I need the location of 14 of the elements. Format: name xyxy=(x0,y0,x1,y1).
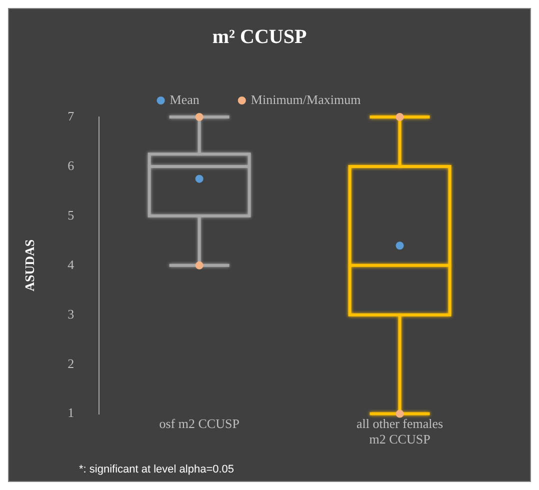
y-tick-label: 1 xyxy=(68,405,74,420)
y-tick-label: 7 xyxy=(68,108,75,124)
y-tick-label: 3 xyxy=(68,306,74,322)
y-tick-label: 6 xyxy=(68,158,75,173)
legend-label: Minimum/Maximum xyxy=(250,92,361,107)
x-tick-label: osf m2 CCUSP xyxy=(159,416,240,432)
legend-label: Mean xyxy=(170,92,200,107)
y-tick-label: 5 xyxy=(68,207,74,222)
x-tick-label: all other females m2 CCUSP xyxy=(356,416,444,447)
text: *: significant at level alpha=0.05 xyxy=(79,464,234,476)
y-axis-title: ASUDAS xyxy=(22,239,38,292)
chart-title: m² CCUSP xyxy=(212,26,307,48)
y-tick-label: 2 xyxy=(68,356,74,371)
y-tick-label: 4 xyxy=(68,256,75,272)
